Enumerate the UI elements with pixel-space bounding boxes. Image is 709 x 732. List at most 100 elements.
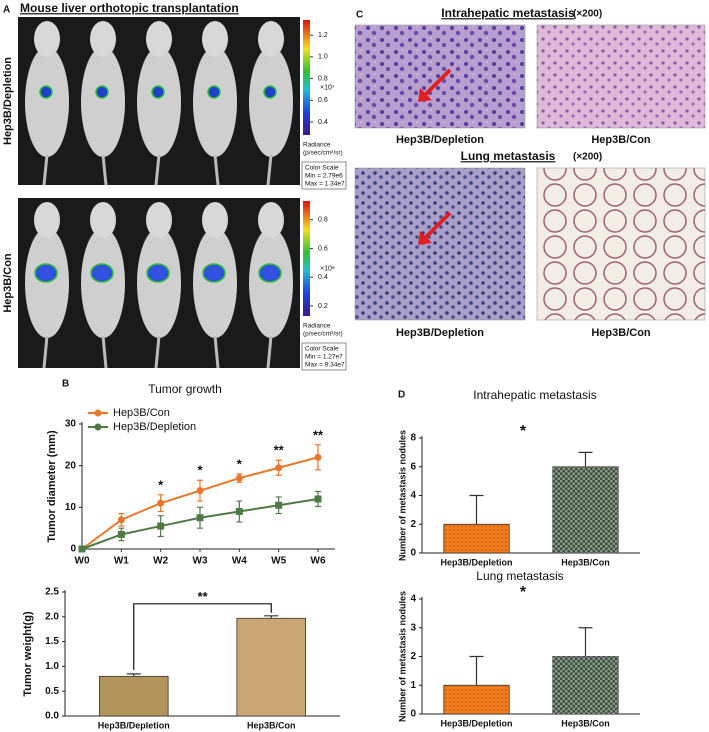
point xyxy=(275,464,283,472)
bar xyxy=(236,617,307,717)
scale-tick-label: 0.2 xyxy=(318,303,328,310)
bar xyxy=(98,675,169,717)
mouse-tail xyxy=(266,335,273,369)
point xyxy=(117,530,125,538)
x-tick-label: W1 xyxy=(114,556,129,567)
axes xyxy=(81,422,335,550)
y-tick-label: 0 xyxy=(410,709,416,720)
x-tick-label: W2 xyxy=(153,556,168,567)
point xyxy=(196,487,204,495)
scale-box xyxy=(301,161,347,190)
error-bar xyxy=(126,673,141,677)
mouse-head xyxy=(90,202,116,238)
micrograph xyxy=(354,167,526,321)
legend-label: Hep3B/Con xyxy=(113,407,170,419)
scale-box-text: Max = 9.34e7 xyxy=(305,362,345,369)
significance: * xyxy=(520,584,527,601)
color-bar xyxy=(303,20,310,135)
y-tick-label: 10 xyxy=(65,502,77,513)
mouse-tail xyxy=(266,154,273,186)
mouse-tail xyxy=(42,335,49,369)
y-axis-label: Tumor diameter (mm) xyxy=(46,430,58,543)
panel-title: Mouse liver orthotopic transplantation xyxy=(20,1,239,15)
scale-tick-label: 0.4 xyxy=(318,119,328,126)
y-tick-label: 4 xyxy=(410,490,416,501)
micrograph-label: Hep3B/Con xyxy=(591,134,651,146)
mouse-body xyxy=(81,47,125,157)
chart-title: Intrahepatic metastasis xyxy=(473,388,596,402)
mouse-tail xyxy=(42,154,49,186)
scale-title: (p/sec/cm²/sr) xyxy=(303,331,343,338)
bar-texture xyxy=(552,466,619,553)
significance: * xyxy=(197,463,203,478)
point xyxy=(275,501,283,509)
mouse-head xyxy=(146,202,172,238)
mouse-tail xyxy=(154,335,161,369)
arrow-head xyxy=(418,88,432,102)
y-tick-label: 1.0 xyxy=(45,661,59,672)
bar-texture xyxy=(552,656,619,714)
x-tick-label: W6 xyxy=(311,556,326,567)
signal xyxy=(146,263,170,283)
micrograph-label: Hep3B/Con xyxy=(591,327,651,339)
mouse-body xyxy=(25,228,69,338)
x-tick-label: W4 xyxy=(232,556,247,567)
y-axis-label: Number of metastasis nodules xyxy=(397,591,407,722)
significance: ** xyxy=(274,443,285,458)
section-title: Lung metastasis xyxy=(461,149,556,163)
signal xyxy=(202,263,226,283)
mouse-head xyxy=(146,21,172,57)
legend-marker xyxy=(94,409,102,417)
micrograph xyxy=(354,24,526,129)
panel-letter: D xyxy=(398,390,405,401)
point xyxy=(157,522,165,530)
scale-box-text: Min = 1.27e7 xyxy=(305,354,343,361)
bar-texture xyxy=(443,685,510,714)
micrograph xyxy=(536,24,706,129)
point xyxy=(78,545,86,553)
point xyxy=(235,474,243,482)
micrograph-label: Hep3B/Depletion xyxy=(396,327,484,339)
scale-title: Radiance xyxy=(303,142,331,149)
point xyxy=(157,499,165,507)
scale-title: (p/sec/cm²/sr) xyxy=(303,150,343,157)
scale-box-text: Min = 2.79e6 xyxy=(305,173,343,180)
micrograph-label: Hep3B/Depletion xyxy=(396,134,484,146)
mouse-head xyxy=(202,202,228,238)
y-tick-label: 1.5 xyxy=(45,636,59,647)
signal xyxy=(263,85,277,99)
error-bar xyxy=(264,615,279,619)
signal xyxy=(258,263,282,283)
x-tick-label: Hep3B/Depletion xyxy=(98,720,170,730)
point xyxy=(235,508,243,515)
arrow-head xyxy=(418,231,432,245)
legend-marker xyxy=(94,423,102,431)
scale-exponent: ×10⁷ xyxy=(320,84,335,91)
section-title: Intrahepatic metastasis xyxy=(441,6,575,20)
bracket xyxy=(133,603,272,670)
chart-title: Lung metastasis xyxy=(476,569,563,583)
scale-title: Radiance xyxy=(303,323,331,330)
point xyxy=(196,514,204,522)
y-tick-label: 2.0 xyxy=(45,611,59,622)
y-tick-label: 30 xyxy=(65,419,77,430)
scale-tick-label: 0.8 xyxy=(318,217,328,224)
y-tick-label: 0 xyxy=(410,548,416,559)
y-tick-label: 0.5 xyxy=(45,686,59,697)
signal xyxy=(95,85,109,99)
mouse-tail xyxy=(101,154,108,186)
mouse-head xyxy=(90,21,116,57)
signal xyxy=(151,85,165,99)
scale-box xyxy=(301,342,347,371)
mouse-body xyxy=(137,47,181,157)
y-tick-label: 4 xyxy=(410,594,416,605)
mouse-body xyxy=(25,47,69,157)
scale-tick-label: 0.6 xyxy=(318,97,328,104)
y-tick-label: 1 xyxy=(410,680,416,691)
scale-box-text: Color Scale xyxy=(305,346,339,353)
mouse-head xyxy=(34,21,60,57)
significance: * xyxy=(158,477,164,492)
x-tick-label: Hep3B/Depletion xyxy=(440,718,512,728)
mouse-body xyxy=(249,228,293,338)
error-bar xyxy=(469,494,484,525)
